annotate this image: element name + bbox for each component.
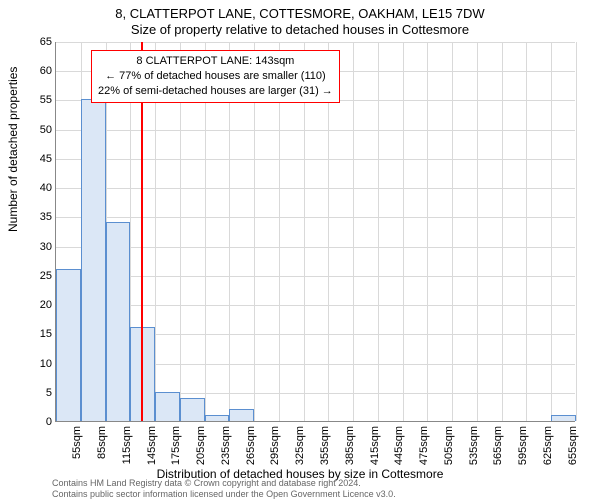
title-subtitle: Size of property relative to detached ho… (0, 22, 600, 37)
gridline-h (56, 159, 575, 160)
title-address: 8, CLATTERPOT LANE, COTTESMORE, OAKHAM, … (0, 6, 600, 21)
histogram-bar (551, 415, 576, 421)
gridline-h (56, 305, 575, 306)
gridline-v (477, 42, 478, 421)
gridline-h (56, 247, 575, 248)
y-tick: 55 (28, 94, 52, 106)
x-tick: 475sqm (418, 426, 430, 476)
x-tick: 535sqm (468, 426, 480, 476)
y-tick: 20 (28, 299, 52, 311)
gridline-h (56, 42, 575, 43)
x-tick: 625sqm (542, 426, 554, 476)
histogram-bar (81, 99, 106, 421)
credits-line1: Contains HM Land Registry data © Crown c… (52, 478, 396, 488)
gridline-v (452, 42, 453, 421)
gridline-v (403, 42, 404, 421)
annotation-line: ← 77% of detached houses are smaller (11… (98, 69, 333, 84)
gridline-v (427, 42, 428, 421)
x-tick: 355sqm (319, 426, 331, 476)
y-tick: 15 (28, 328, 52, 340)
gridline-v (353, 42, 354, 421)
y-tick: 40 (28, 182, 52, 194)
histogram-bar (205, 415, 230, 421)
x-tick: 295sqm (269, 426, 281, 476)
gridline-v (551, 42, 552, 421)
gridline-h (56, 276, 575, 277)
histogram-bar (106, 222, 131, 421)
y-tick: 50 (28, 124, 52, 136)
y-axis-label: Number of detached properties (6, 67, 20, 232)
x-tick: 115sqm (121, 426, 133, 476)
histogram-bar (180, 398, 205, 421)
x-tick: 55sqm (71, 426, 83, 476)
y-tick: 35 (28, 211, 52, 223)
x-tick: 325sqm (294, 426, 306, 476)
annotation-line: 8 CLATTERPOT LANE: 143sqm (98, 54, 333, 69)
x-tick: 445sqm (393, 426, 405, 476)
x-tick: 235sqm (220, 426, 232, 476)
y-tick: 45 (28, 153, 52, 165)
y-tick: 65 (28, 36, 52, 48)
y-tick: 10 (28, 358, 52, 370)
y-tick: 5 (28, 387, 52, 399)
histogram-bar (155, 392, 180, 421)
gridline-v (576, 42, 577, 421)
annotation-box: 8 CLATTERPOT LANE: 143sqm← 77% of detach… (91, 50, 340, 103)
x-tick: 385sqm (344, 426, 356, 476)
gridline-h (56, 188, 575, 189)
x-tick: 145sqm (146, 426, 158, 476)
x-tick: 595sqm (517, 426, 529, 476)
x-tick: 265sqm (245, 426, 257, 476)
x-tick: 655sqm (567, 426, 579, 476)
x-tick: 565sqm (492, 426, 504, 476)
y-tick: 60 (28, 65, 52, 77)
histogram-bar (229, 409, 254, 421)
y-tick: 25 (28, 270, 52, 282)
x-tick: 415sqm (369, 426, 381, 476)
annotation-line: 22% of semi-detached houses are larger (… (98, 84, 333, 99)
gridline-h (56, 130, 575, 131)
x-tick: 205sqm (195, 426, 207, 476)
credits-line2: Contains public sector information licen… (52, 489, 396, 499)
gridline-v (502, 42, 503, 421)
gridline-v (526, 42, 527, 421)
y-tick: 30 (28, 241, 52, 253)
gridline-h (56, 217, 575, 218)
credits: Contains HM Land Registry data © Crown c… (52, 478, 396, 499)
x-tick: 505sqm (443, 426, 455, 476)
gridline-v (378, 42, 379, 421)
x-tick: 175sqm (170, 426, 182, 476)
x-tick: 85sqm (96, 426, 108, 476)
y-tick: 0 (28, 416, 52, 428)
histogram-plot: 8 CLATTERPOT LANE: 143sqm← 77% of detach… (55, 42, 575, 422)
histogram-bar (56, 269, 81, 421)
